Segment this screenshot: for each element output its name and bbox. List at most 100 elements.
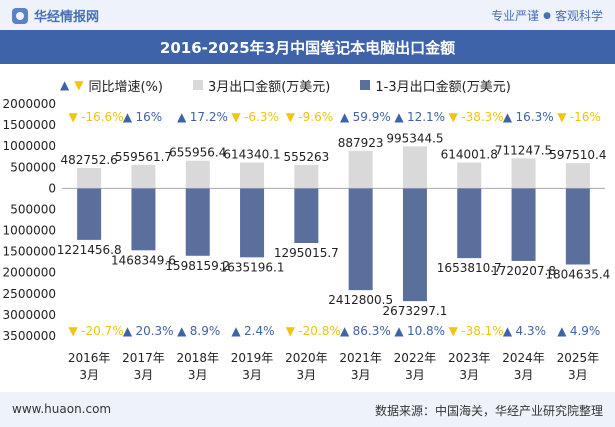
up-triangle-icon: ▲	[340, 110, 350, 124]
data-label-ytd: 1468349.6	[111, 253, 176, 267]
header-link-objective[interactable]: 客观科学	[554, 9, 603, 23]
header-link-professional[interactable]: 专业严谨	[491, 9, 540, 23]
up-triangle-icon: ▲	[177, 324, 187, 338]
x-tick-label: 2021年	[339, 351, 382, 365]
down-triangle-icon: ▼	[286, 110, 296, 124]
y-tick-label: 3500000	[3, 329, 56, 343]
y-tick-label: 2000000	[3, 97, 56, 111]
bar-chart: 2000000 1500000 1000000 500000 0 500000 100000…	[3, 97, 611, 382]
x-tick-label: 3月	[459, 368, 479, 382]
data-label-ytd: 1653810.7	[437, 261, 502, 275]
x-tick-label: 2023年	[448, 351, 491, 365]
bar-ytd	[185, 188, 210, 256]
bar-march	[77, 168, 102, 189]
bar-march	[511, 158, 536, 189]
y-tick-label: 1500000	[3, 245, 56, 259]
bar-ytd	[348, 188, 373, 291]
bar-ytd	[402, 188, 427, 302]
y-tick-label: 0	[48, 181, 56, 195]
data-label-march: 655956.4	[169, 146, 226, 160]
legend-label-march: 3月出口金额(万美元)	[207, 79, 331, 95]
growth-label-ytd: -20.7%	[81, 324, 123, 338]
bar-march	[402, 146, 427, 189]
bar-ytd	[511, 188, 536, 261]
x-tick-label: 2022年	[394, 351, 437, 365]
footer: www.huaon.com 数据来源：中国海关，华经产业研究院整理	[0, 392, 615, 427]
data-label-march: 711247.5	[495, 143, 552, 157]
data-label-ytd: 2412800.5	[328, 293, 393, 307]
x-tick-label: 3月	[297, 368, 317, 382]
growth-label-ytd: 4.3%	[516, 324, 547, 338]
x-tick-label: 2024年	[502, 351, 545, 365]
bar-march	[348, 150, 373, 189]
down-triangle-icon: ▼	[231, 110, 241, 124]
legend-label-growth: 同比增速(%)	[88, 79, 163, 95]
bar-ytd	[457, 188, 482, 259]
down-triangle-icon: ▼	[74, 78, 84, 92]
bar-march	[565, 163, 590, 189]
data-label-ytd: 1295015.7	[274, 246, 339, 260]
bar-ytd	[77, 188, 102, 240]
chart-legend: ▲ ▼ 同比增速(%) 3月出口金额(万美元) 1-3月出口金额(万美元)	[60, 74, 580, 96]
data-label-march: 482752.6	[61, 153, 118, 167]
x-tick-label: 2025年	[557, 351, 600, 365]
up-triangle-icon: ▲	[394, 324, 404, 338]
bar-ytd	[240, 188, 265, 258]
y-tick-label: 3000000	[3, 308, 56, 322]
site-logo[interactable]: 华经情报网	[12, 6, 99, 25]
data-label-ytd: 1635196.1	[220, 260, 285, 274]
growth-label-ytd: -38.1%	[461, 324, 503, 338]
y-tick-label: 1500000	[3, 118, 56, 132]
legend-swatch-march	[192, 80, 203, 90]
growth-label-ytd: 10.8%	[407, 324, 445, 338]
footer-url[interactable]: www.huaon.com	[12, 402, 112, 416]
growth-label-march: 12.1%	[407, 110, 445, 124]
legend-item-march: 3月出口金额(万美元)	[192, 76, 331, 95]
x-tick-label: 3月	[351, 368, 371, 382]
up-triangle-icon: ▲	[503, 324, 513, 338]
x-tick-label: 3月	[405, 368, 425, 382]
data-label-march: 597510.4	[549, 148, 606, 162]
growth-label-march: -16%	[570, 110, 601, 124]
y-tick-label: 1000000	[3, 139, 56, 153]
y-tick-label: 500000	[10, 202, 56, 216]
growth-label-ytd: 2.4%	[244, 324, 274, 338]
legend-item-growth: ▲ ▼ 同比增速(%)	[60, 76, 163, 95]
down-triangle-icon: ▼	[557, 110, 567, 124]
footer-source: 数据来源：中国海关，华经产业研究院整理	[374, 404, 603, 418]
data-label-ytd: 1720207.8	[491, 264, 556, 278]
x-tick-label: 2019年	[231, 351, 274, 365]
up-triangle-icon: ▲	[177, 110, 187, 124]
x-tick-label: 2018年	[176, 351, 219, 365]
up-triangle-icon: ▲	[394, 110, 404, 124]
data-label-ytd: 1804635.4	[545, 267, 610, 281]
data-label-march: 614340.1	[223, 147, 280, 161]
growth-label-march: -9.6%	[298, 110, 333, 124]
up-triangle-icon: ▲	[231, 324, 241, 338]
down-triangle-icon: ▼	[69, 324, 79, 338]
y-tick-label: 1000000	[3, 224, 56, 238]
up-triangle-icon: ▲	[60, 78, 70, 92]
legend-item-ytd: 1-3月出口金额(万美元)	[360, 76, 511, 95]
growth-label-march: -16.6%	[81, 110, 123, 124]
legend-label-ytd: 1-3月出口金额(万美元)	[375, 79, 511, 95]
x-tick-label: 3月	[188, 368, 208, 382]
data-label-ytd: 1221456.8	[57, 243, 122, 257]
bar-march	[131, 164, 156, 189]
growth-label-ytd: 86.3%	[353, 324, 391, 338]
y-tick-label: 500000	[10, 160, 56, 174]
data-label-march: 614001.8	[441, 147, 498, 161]
chart-title: 2016-2025年3月中国笔记本电脑出口金额	[0, 30, 615, 64]
bar-march	[240, 162, 265, 189]
x-tick-label: 3月	[568, 368, 588, 382]
bar-ytd	[565, 188, 590, 265]
data-label-march: 555263	[283, 150, 329, 164]
up-triangle-icon: ▲	[340, 324, 350, 338]
top-bar: 华经情报网 专业严谨 ● 客观科学	[0, 0, 615, 30]
down-triangle-icon: ▼	[286, 324, 296, 338]
up-triangle-icon: ▲	[503, 110, 513, 124]
data-label-march: 995344.5	[386, 131, 443, 145]
y-tick-label: 2500000	[3, 287, 56, 301]
up-triangle-icon: ▲	[557, 324, 567, 338]
down-triangle-icon: ▼	[69, 110, 79, 124]
